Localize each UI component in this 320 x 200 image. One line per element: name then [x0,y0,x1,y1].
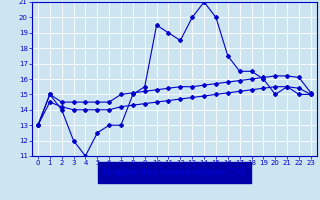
X-axis label: Graphe des températures (°c): Graphe des températures (°c) [103,168,245,177]
